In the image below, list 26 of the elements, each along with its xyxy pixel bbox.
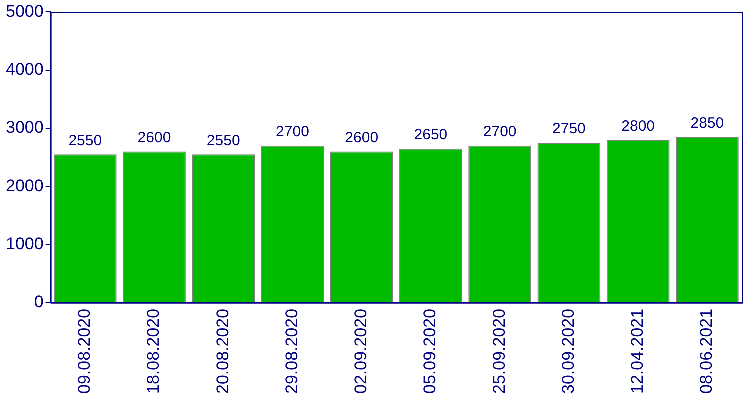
x-tick-label: 05.09.2020	[420, 308, 440, 394]
data-label: 2650	[414, 126, 448, 144]
y-tick-label: 5000	[6, 2, 44, 21]
data-label: 2800	[622, 118, 656, 135]
data-label: 2550	[206, 132, 240, 150]
x-tick-label: 20.08.2020	[213, 308, 232, 394]
data-label: 2850	[690, 114, 724, 132]
x-tick-label: 25.09.2020	[490, 308, 509, 394]
y-tick-label: 1000	[6, 234, 44, 254]
data-label: 2700	[483, 124, 517, 141]
x-tick-label: 30.09.2020	[558, 308, 578, 394]
data-label: 2750	[552, 120, 586, 138]
data-label: 2700	[276, 124, 310, 141]
y-tick-label: 2000	[6, 176, 44, 196]
data-label: 2600	[138, 129, 172, 146]
x-tick-label: 08.06.2021	[697, 308, 716, 394]
y-tick-label: 0	[34, 292, 44, 312]
x-tick-label: 02.09.2020	[352, 308, 371, 394]
data-label: 2600	[345, 129, 379, 146]
x-tick-label: 18.08.2020	[144, 308, 164, 394]
x-tick-label: 29.08.2020	[282, 308, 302, 394]
x-tick-label: 12.04.2021	[628, 308, 648, 394]
data-label: 2550	[68, 132, 102, 150]
y-tick-label: 3000	[6, 118, 44, 138]
y-tick-label: 4000	[6, 60, 44, 80]
x-tick-label: 09.08.2020	[75, 308, 94, 394]
